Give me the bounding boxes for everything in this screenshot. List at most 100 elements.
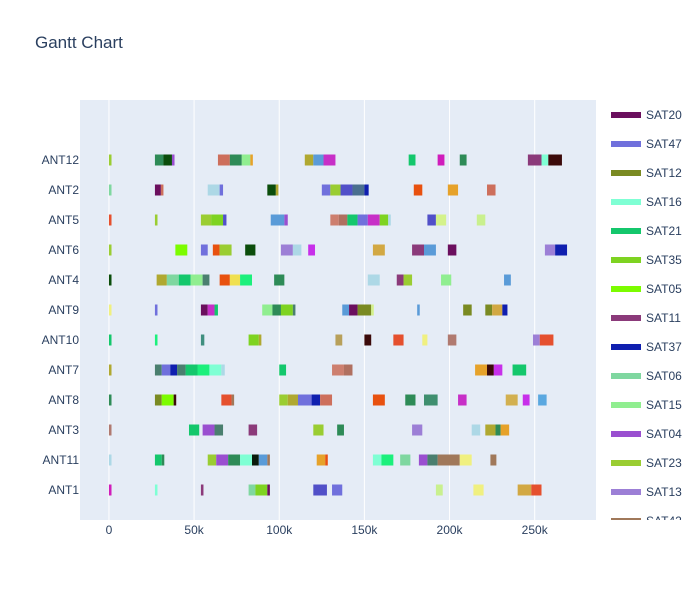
task-bar[interactable] <box>170 364 178 376</box>
task-bar[interactable] <box>504 274 511 286</box>
task-bar[interactable] <box>219 184 224 196</box>
task-bar[interactable] <box>178 274 191 286</box>
task-bar[interactable] <box>154 484 158 496</box>
task-bar[interactable] <box>216 454 229 466</box>
task-bar[interactable] <box>202 274 210 286</box>
task-bar[interactable] <box>330 184 341 196</box>
task-bar[interactable] <box>371 304 374 316</box>
task-bar[interactable] <box>379 214 389 226</box>
task-bar[interactable] <box>108 154 112 166</box>
task-bar[interactable] <box>154 334 158 346</box>
task-bar[interactable] <box>255 484 268 496</box>
task-bar[interactable] <box>352 184 365 196</box>
task-bar[interactable] <box>422 334 428 346</box>
task-bar[interactable] <box>154 454 162 466</box>
task-bar[interactable] <box>532 334 540 346</box>
task-bar[interactable] <box>229 274 241 286</box>
task-bar[interactable] <box>476 214 486 226</box>
legend-item[interactable]: SAT47 <box>611 137 682 151</box>
task-bar[interactable] <box>447 184 459 196</box>
task-bar[interactable] <box>522 394 530 406</box>
task-bar[interactable] <box>171 154 175 166</box>
task-bar[interactable] <box>173 394 177 406</box>
task-bar[interactable] <box>463 304 472 316</box>
task-bar[interactable] <box>335 334 343 346</box>
task-bar[interactable] <box>485 424 496 436</box>
task-bar[interactable] <box>108 214 112 226</box>
task-bar[interactable] <box>262 304 273 316</box>
task-bar[interactable] <box>413 184 423 196</box>
legend-item[interactable]: SAT20 <box>611 108 682 122</box>
task-bar[interactable] <box>548 154 562 166</box>
task-bar[interactable] <box>338 214 348 226</box>
task-bar[interactable] <box>372 454 382 466</box>
task-bar[interactable] <box>292 244 302 256</box>
task-bar[interactable] <box>154 214 158 226</box>
legend-item[interactable]: SAT37 <box>611 340 682 354</box>
task-bar[interactable] <box>200 214 212 226</box>
task-bar[interactable] <box>473 484 484 496</box>
task-bar[interactable] <box>190 274 203 286</box>
task-bar[interactable] <box>219 274 230 286</box>
task-bar[interactable] <box>177 364 186 376</box>
task-bar[interactable] <box>250 154 253 166</box>
legend-item[interactable]: SAT42 <box>611 514 682 528</box>
task-bar[interactable] <box>372 394 385 406</box>
task-bar[interactable] <box>458 394 467 406</box>
task-bar[interactable] <box>437 154 445 166</box>
task-bar[interactable] <box>267 484 270 496</box>
task-bar[interactable] <box>200 244 208 256</box>
task-bar[interactable] <box>500 424 510 436</box>
task-bar[interactable] <box>367 214 380 226</box>
task-bar[interactable] <box>108 334 112 346</box>
task-bar[interactable] <box>217 154 230 166</box>
task-bar[interactable] <box>517 484 532 496</box>
task-bar[interactable] <box>108 184 112 196</box>
task-bar[interactable] <box>364 334 372 346</box>
task-bar[interactable] <box>337 424 344 436</box>
task-bar[interactable] <box>287 394 298 406</box>
task-bar[interactable] <box>311 394 321 406</box>
task-bar[interactable] <box>357 304 372 316</box>
task-bar[interactable] <box>437 454 460 466</box>
task-bar[interactable] <box>163 154 172 166</box>
task-bar[interactable] <box>207 454 217 466</box>
task-bar[interactable] <box>330 214 339 226</box>
task-bar[interactable] <box>297 394 312 406</box>
task-bar[interactable] <box>427 214 436 226</box>
task-bar[interactable] <box>108 274 112 286</box>
task-bar[interactable] <box>166 274 179 286</box>
task-bar[interactable] <box>349 304 358 316</box>
task-bar[interactable] <box>274 274 285 286</box>
task-bar[interactable] <box>221 394 232 406</box>
task-bar[interactable] <box>323 154 336 166</box>
task-bar[interactable] <box>241 154 251 166</box>
task-bar[interactable] <box>154 154 164 166</box>
task-bar[interactable] <box>231 394 235 406</box>
task-bar[interactable] <box>393 334 404 346</box>
task-bar[interactable] <box>161 364 171 376</box>
task-bar[interactable] <box>427 454 438 466</box>
task-bar[interactable] <box>280 244 293 256</box>
task-bar[interactable] <box>197 364 210 376</box>
task-bar[interactable] <box>408 154 416 166</box>
task-bar[interactable] <box>316 454 326 466</box>
task-bar[interactable] <box>332 364 344 376</box>
task-bar[interactable] <box>396 274 404 286</box>
task-bar[interactable] <box>202 424 215 436</box>
task-bar[interactable] <box>275 184 279 196</box>
task-bar[interactable] <box>325 454 328 466</box>
task-bar[interactable] <box>108 364 112 376</box>
task-bar[interactable] <box>441 274 452 286</box>
task-bar[interactable] <box>405 394 416 406</box>
task-bar[interactable] <box>161 454 165 466</box>
task-bar[interactable] <box>108 244 112 256</box>
task-bar[interactable] <box>108 394 112 406</box>
task-bar[interactable] <box>245 244 256 256</box>
legend-item[interactable]: SAT35 <box>611 253 682 267</box>
task-bar[interactable] <box>228 454 241 466</box>
task-bar[interactable] <box>258 454 268 466</box>
task-bar[interactable] <box>447 334 457 346</box>
task-bar[interactable] <box>541 154 549 166</box>
task-bar[interactable] <box>320 394 333 406</box>
